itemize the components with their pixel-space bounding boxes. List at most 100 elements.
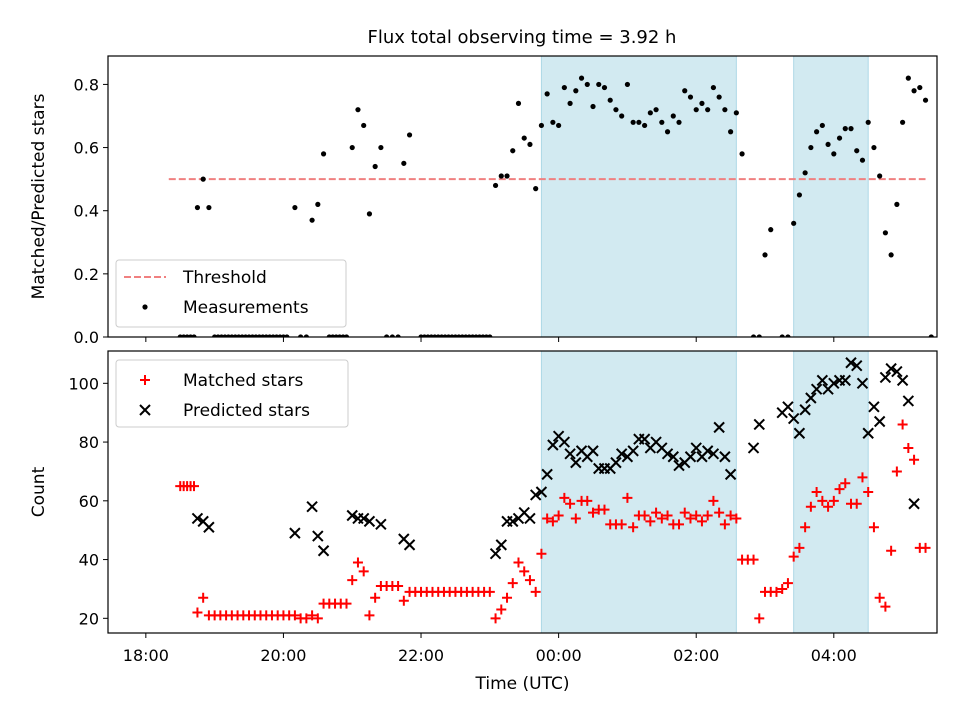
- predicted-point: [627, 445, 639, 457]
- predicted-point: [507, 515, 519, 528]
- measurement-point: [372, 163, 378, 170]
- predicted-point: [289, 527, 301, 539]
- series-1: [177, 75, 934, 337]
- measurement-point: [406, 132, 413, 138]
- measurement-point: [613, 107, 619, 113]
- predicted-point: [203, 521, 215, 533]
- matched-point: [364, 610, 375, 621]
- measurement-point: [836, 135, 843, 141]
- matched-point: [307, 610, 318, 621]
- matched-point: [301, 613, 312, 624]
- measurement-point: [659, 119, 665, 125]
- y-axis-label: Count: [29, 466, 49, 517]
- measurement-point: [573, 88, 579, 94]
- measurement-point: [343, 334, 350, 337]
- observing-window-2: [793, 55, 869, 338]
- measurement-point: [911, 88, 917, 94]
- predicted-point: [570, 456, 582, 469]
- observing-window-1: [540, 350, 737, 634]
- measurement-point: [796, 192, 803, 198]
- matched-point: [622, 492, 633, 503]
- matched-point: [289, 610, 300, 621]
- predicted-point: [701, 445, 714, 457]
- matched-point: [891, 466, 902, 477]
- measurement-point: [670, 113, 676, 119]
- matched-point: [502, 592, 513, 603]
- matched-point: [662, 510, 673, 521]
- matched-point: [559, 492, 570, 503]
- measurement-point: [722, 107, 728, 113]
- predicted-point: [845, 357, 857, 369]
- measurement-point: [785, 334, 791, 337]
- measurement-point: [309, 217, 315, 223]
- matched-point: [886, 545, 897, 556]
- matched-point: [370, 592, 381, 603]
- matched-point: [519, 566, 530, 577]
- predicted-point: [489, 547, 502, 560]
- measurement-point: [768, 227, 774, 233]
- measurement-point: [561, 84, 567, 91]
- measurement-point: [750, 334, 757, 337]
- matched-point: [679, 507, 690, 518]
- measurement-point: [191, 334, 197, 337]
- matched-point: [771, 586, 782, 597]
- y-tick-label: 0.8: [74, 75, 99, 94]
- measurement-point: [206, 204, 212, 211]
- measurement-point: [498, 173, 504, 179]
- measurement-point: [504, 173, 510, 179]
- measurement-point: [647, 110, 653, 116]
- legend-box: [115, 259, 347, 328]
- measurement-point: [630, 119, 636, 125]
- predicted-point: [610, 456, 622, 469]
- measurement-point: [848, 126, 854, 132]
- predicted-point: [810, 383, 823, 395]
- measurement-point: [825, 141, 831, 148]
- measurement-point: [682, 88, 688, 94]
- observing-window-1: [540, 55, 737, 338]
- observing-window-2: [793, 350, 869, 634]
- predicted-point: [707, 448, 720, 460]
- measurement-point: [733, 110, 739, 116]
- measurement-point: [831, 151, 837, 157]
- measurement-point: [716, 94, 722, 100]
- predicted-point: [363, 515, 376, 528]
- measurement-point: [676, 119, 682, 125]
- predicted-point: [690, 442, 702, 454]
- measurement-point: [550, 119, 556, 125]
- matched-point: [748, 554, 759, 565]
- matched-point: [857, 472, 868, 483]
- markers: [177, 75, 934, 337]
- predicted-point: [535, 486, 548, 498]
- measurement-point: [814, 129, 820, 135]
- matched-point: [708, 495, 719, 506]
- measurement-point: [366, 211, 373, 217]
- predicted-point: [346, 509, 358, 522]
- x-axis-label: Time (UTC): [475, 674, 570, 694]
- matched-point: [547, 516, 558, 527]
- legend-top: Threshold Measurements: [115, 259, 347, 328]
- predicted-point: [673, 459, 685, 472]
- matched-point: [188, 481, 199, 492]
- legend-predicted-label: Predicted stars: [183, 401, 310, 421]
- measurement-point: [871, 144, 877, 151]
- matched-point: [484, 586, 495, 597]
- predicted-point: [541, 468, 553, 481]
- predicted-point: [908, 498, 920, 510]
- predicted-point: [747, 442, 760, 454]
- matched-point: [731, 513, 742, 524]
- matched-point: [651, 507, 662, 518]
- measurement-point: [349, 144, 355, 151]
- measurement-point: [888, 252, 894, 258]
- matched-point: [817, 495, 828, 506]
- measurement-point: [607, 97, 613, 103]
- y-tick-label: 0.4: [74, 202, 99, 221]
- matched-point: [192, 607, 203, 618]
- measurement-point: [705, 107, 711, 113]
- matched-point: [341, 598, 352, 609]
- matched-point: [811, 487, 822, 497]
- predicted-point: [782, 401, 794, 413]
- measurement-point: [802, 170, 808, 176]
- predicted-point: [873, 415, 886, 428]
- predicted-point: [799, 404, 811, 416]
- series-1: [175, 419, 931, 624]
